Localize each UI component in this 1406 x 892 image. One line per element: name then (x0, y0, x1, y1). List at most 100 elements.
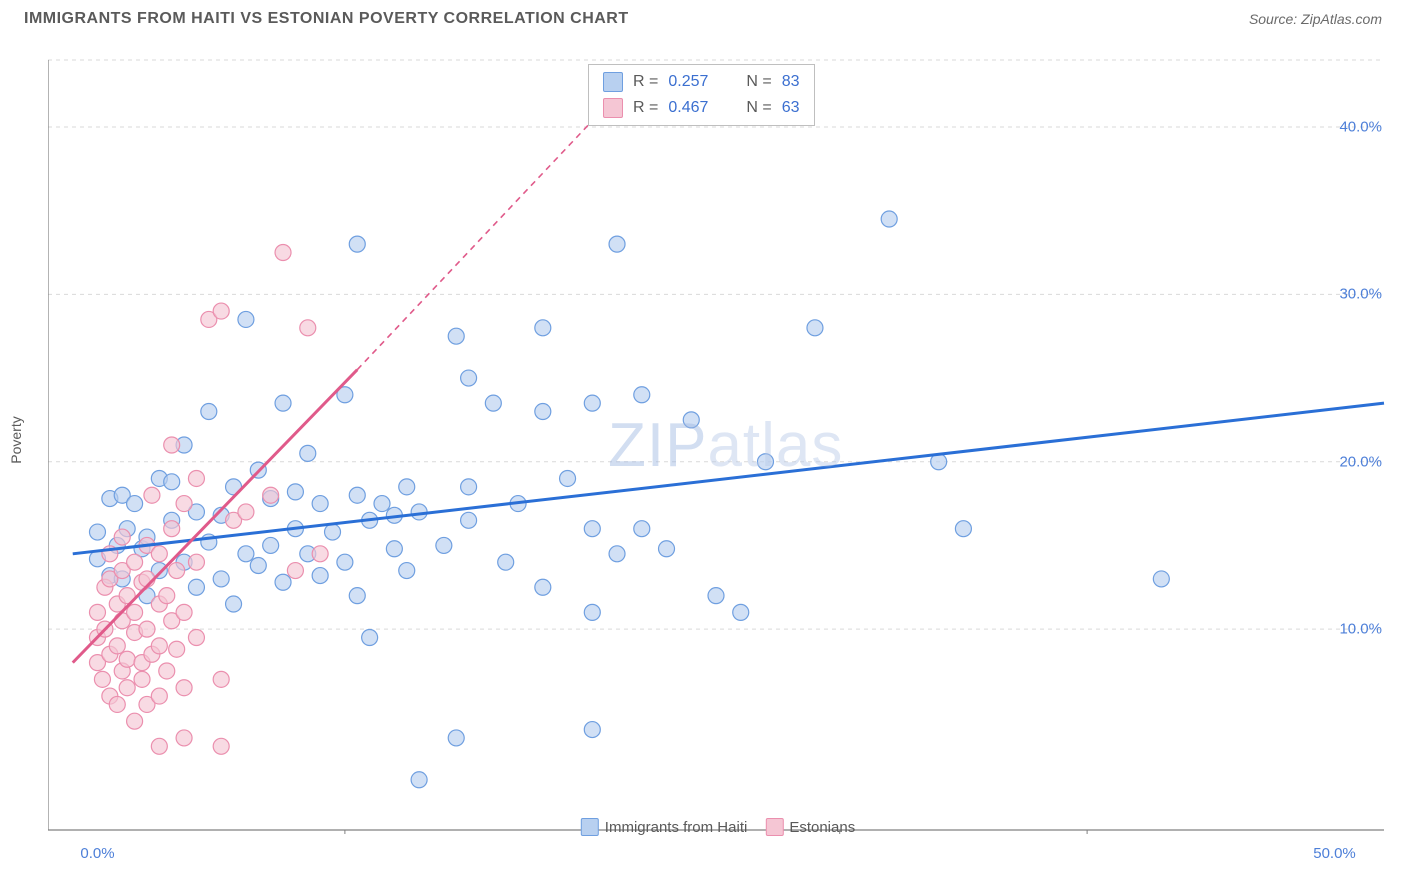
y-tick-label: 40.0% (1339, 118, 1382, 135)
source-label: Source: ZipAtlas.com (1249, 11, 1382, 27)
legend-item: Estonians (765, 818, 855, 836)
legend-swatch (603, 72, 623, 92)
chart-container: ZIPatlas R =0.257N =83R =0.467N =63 10.0… (48, 50, 1388, 840)
n-value: 83 (782, 73, 800, 91)
data-point (164, 437, 180, 453)
data-point (134, 671, 150, 687)
data-point (807, 320, 823, 336)
r-label: R = (633, 99, 658, 117)
data-point (386, 541, 402, 557)
data-point (584, 604, 600, 620)
y-tick-label: 30.0% (1339, 286, 1382, 303)
data-point (169, 641, 185, 657)
legend-swatch (603, 98, 623, 118)
data-point (263, 537, 279, 553)
data-point (399, 563, 415, 579)
data-point (238, 504, 254, 520)
data-point (275, 395, 291, 411)
stats-row: R =0.257N =83 (589, 69, 814, 95)
data-point (300, 320, 316, 336)
data-point (498, 554, 514, 570)
y-tick-label: 10.0% (1339, 621, 1382, 638)
scatter-plot (48, 50, 1388, 834)
data-point (114, 529, 130, 545)
data-point (634, 521, 650, 537)
data-point (226, 596, 242, 612)
data-point (584, 395, 600, 411)
data-point (399, 479, 415, 495)
data-point (461, 512, 477, 528)
data-point (955, 521, 971, 537)
data-point (151, 738, 167, 754)
data-point (164, 474, 180, 490)
data-point (337, 554, 353, 570)
legend: Immigrants from Haiti Estonians (581, 818, 855, 836)
data-point (89, 524, 105, 540)
data-point (461, 479, 477, 495)
header: IMMIGRANTS FROM HAITI VS ESTONIAN POVERT… (0, 0, 1406, 36)
data-point (188, 470, 204, 486)
data-point (275, 245, 291, 261)
data-point (448, 730, 464, 746)
r-value: 0.257 (668, 73, 708, 91)
data-point (238, 311, 254, 327)
chart-title: IMMIGRANTS FROM HAITI VS ESTONIAN POVERT… (24, 10, 629, 28)
data-point (584, 722, 600, 738)
correlation-stats-box: R =0.257N =83R =0.467N =63 (588, 64, 815, 126)
data-point (109, 696, 125, 712)
data-point (127, 496, 143, 512)
data-point (119, 651, 135, 667)
y-tick-label: 20.0% (1339, 453, 1382, 470)
r-value: 0.467 (668, 99, 708, 117)
data-point (374, 496, 390, 512)
data-point (119, 680, 135, 696)
data-point (176, 730, 192, 746)
data-point (485, 395, 501, 411)
x-tick-label: 0.0% (80, 845, 114, 862)
data-point (127, 554, 143, 570)
data-point (89, 604, 105, 620)
legend-swatch (765, 818, 783, 836)
data-point (287, 484, 303, 500)
data-point (263, 487, 279, 503)
data-point (144, 487, 160, 503)
y-axis-label: Poverty (8, 416, 24, 463)
data-point (411, 772, 427, 788)
n-label: N = (746, 73, 771, 91)
data-point (238, 546, 254, 562)
data-point (733, 604, 749, 620)
data-point (436, 537, 452, 553)
data-point (535, 320, 551, 336)
data-point (683, 412, 699, 428)
data-point (213, 303, 229, 319)
data-point (312, 546, 328, 562)
data-point (634, 387, 650, 403)
data-point (287, 563, 303, 579)
data-point (312, 568, 328, 584)
data-point (201, 404, 217, 420)
data-point (213, 671, 229, 687)
data-point (139, 621, 155, 637)
data-point (188, 630, 204, 646)
data-point (159, 588, 175, 604)
data-point (250, 558, 266, 574)
data-point (164, 521, 180, 537)
data-point (94, 671, 110, 687)
data-point (213, 738, 229, 754)
data-point (757, 454, 773, 470)
data-point (560, 470, 576, 486)
data-point (151, 688, 167, 704)
data-point (151, 546, 167, 562)
data-point (312, 496, 328, 512)
trend-line (73, 403, 1384, 554)
legend-label: Immigrants from Haiti (605, 819, 748, 836)
data-point (325, 524, 341, 540)
data-point (169, 563, 185, 579)
data-point (448, 328, 464, 344)
n-value: 63 (782, 99, 800, 117)
legend-label: Estonians (789, 819, 855, 836)
data-point (188, 554, 204, 570)
data-point (362, 630, 378, 646)
data-point (659, 541, 675, 557)
data-point (609, 236, 625, 252)
